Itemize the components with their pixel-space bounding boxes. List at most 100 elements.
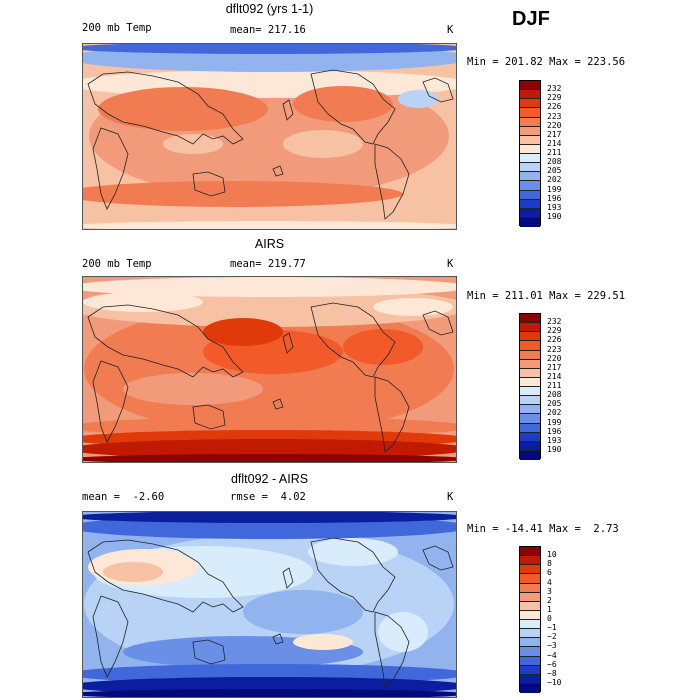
contour-region [83, 221, 456, 229]
coastlines [87, 537, 454, 688]
colorbar-tick-label: 217 [547, 362, 562, 372]
colorbar-tick-label: 226 [547, 102, 562, 112]
coastline [87, 539, 244, 613]
colorbar-tick-label: 223 [547, 344, 562, 354]
colorbar-swatch [520, 314, 540, 324]
colorbar-swatch [520, 423, 540, 433]
contour-region [378, 612, 428, 652]
coastline [310, 537, 396, 613]
contour-region [83, 512, 456, 523]
panel-3-map [82, 511, 457, 698]
colorbar-swatch [520, 665, 540, 675]
colorbar-swatch [520, 217, 540, 227]
colorbar-swatch [520, 547, 540, 557]
contour-region [83, 454, 456, 462]
colorbar-swatch [520, 90, 540, 100]
coastline [272, 165, 284, 177]
colorbar-tick-label: −1 [547, 623, 557, 633]
contour-region [293, 86, 393, 122]
colorbar-swatch [520, 450, 540, 460]
colorbar-tick-label: 202 [547, 175, 562, 185]
coastline [87, 304, 244, 378]
colorbar-swatch [520, 126, 540, 136]
colorbar-swatch [520, 583, 540, 593]
colorbar-tick-label: 199 [547, 417, 562, 427]
panel-2-title: AIRS [254, 237, 285, 251]
coastline [310, 69, 396, 145]
coastline [92, 127, 129, 210]
panel-3-minmax: Min = -14.41 Max = 2.73 [467, 523, 619, 535]
colorbar-swatch [520, 117, 540, 127]
panel-3-mean: mean = -2.60 [82, 491, 165, 503]
colorbar-tick-label: 2 [547, 595, 552, 605]
colorbar-swatch [520, 181, 540, 191]
panel-1-unit: K [447, 24, 454, 36]
coastline [92, 595, 129, 678]
coastline [374, 611, 410, 688]
colorbar-tick-label: 190 [547, 444, 562, 454]
colorbar-tick-label: 6 [547, 568, 552, 578]
colorbar-tick-label: 205 [547, 166, 562, 176]
panel-3-title: dflt092 - AIRS [230, 472, 309, 486]
colorbar-swatch [520, 405, 540, 415]
colorbar-swatch [520, 341, 540, 351]
colorbar-swatch [520, 610, 540, 620]
colorbar-tick-label: 232 [547, 84, 562, 94]
colorbar-swatch [520, 656, 540, 666]
colorbar-tick-label: 220 [547, 353, 562, 363]
colorbar-tick-label: 208 [547, 390, 562, 400]
contour-region [203, 318, 283, 346]
colorbar-tick-label: 1 [547, 604, 552, 614]
colorbar-swatch [520, 190, 540, 200]
panel-1-colorbar [519, 80, 541, 227]
colorbar-swatch [520, 387, 540, 397]
coastline [422, 545, 454, 571]
coastline [282, 567, 294, 589]
colorbar-swatch [520, 154, 540, 164]
colorbar-swatch [520, 414, 540, 424]
panel-1-mean: mean= 217.16 [230, 24, 306, 36]
colorbar-tick-label: 4 [547, 577, 552, 587]
colorbar-swatch [520, 199, 540, 209]
colorbar-swatch [520, 592, 540, 602]
colorbar-tick-label: 211 [547, 381, 562, 390]
coastline [422, 77, 454, 103]
contour-region [83, 277, 456, 297]
colorbar-tick-label: 217 [547, 129, 562, 139]
coastline [374, 376, 410, 453]
coastline [272, 633, 284, 645]
colorbar-swatch [520, 81, 540, 91]
colorbar-tick-label: 202 [547, 408, 562, 418]
colorbar-swatch [520, 647, 540, 657]
contour-region [343, 329, 423, 365]
panel-1-map [82, 43, 457, 230]
colorbar-tick-label: 208 [547, 157, 562, 167]
coastlines [87, 302, 454, 453]
contour-region [243, 590, 363, 634]
contour-region [83, 181, 403, 207]
colorbar-tick-label: 3 [547, 586, 552, 596]
coastline [192, 639, 226, 665]
coastline [374, 143, 410, 220]
contour-region [83, 207, 456, 225]
coastline [282, 332, 294, 354]
colorbar-tick-label: 193 [547, 435, 562, 445]
panel-2-unit: K [447, 258, 454, 270]
panel-2-mean: mean= 219.77 [230, 258, 306, 270]
coastline [272, 398, 284, 410]
colorbar-swatch [520, 163, 540, 173]
colorbar-swatch [520, 556, 540, 566]
colorbar-swatch [520, 144, 540, 154]
colorbar-swatch [520, 683, 540, 693]
colorbar-tick-label: 214 [547, 138, 562, 148]
panel-1-left-label: 200 mb Temp [82, 22, 152, 34]
colorbar-swatch [520, 629, 540, 639]
colorbar-swatch [520, 359, 540, 369]
colorbar-swatch [520, 432, 540, 442]
colorbar-tick-label: 211 [547, 148, 562, 157]
season-label: DJF [512, 8, 550, 30]
colorbar-tick-label: −4 [547, 650, 557, 660]
panel-3-colorbar-labels: 10 8 6 4 3 2 1 0 −1 −2 −3 −4 −6 −8 −10 [547, 546, 587, 692]
colorbar-tick-label: 8 [547, 559, 552, 569]
contour-region [373, 298, 453, 316]
